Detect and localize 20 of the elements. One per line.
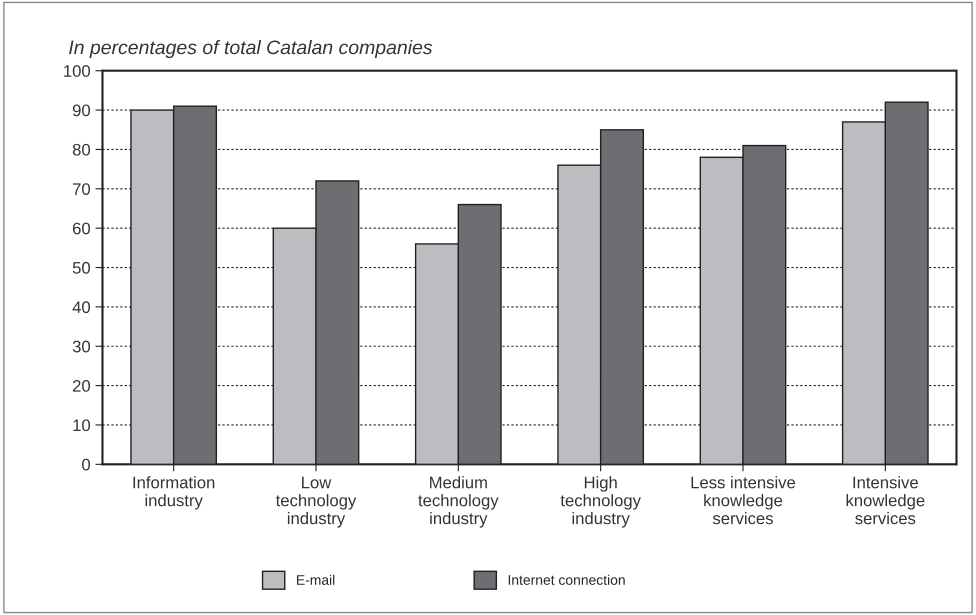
chart-title: In percentages of total Catalan companies	[69, 40, 432, 58]
y-tick-label: 10	[73, 419, 90, 432]
y-tick-label: 50	[72, 262, 90, 274]
x-tick-label: Intensive knowledge services	[846, 476, 924, 524]
y-tick-label: 100	[64, 65, 90, 77]
x-tick-label: Low technology industry	[276, 476, 356, 528]
y-tick-label: 30	[72, 340, 90, 352]
y-tick-label: 20	[72, 380, 90, 392]
x-tick-label: High technology industry	[560, 476, 641, 528]
x-tick-label: Medium technology industry	[418, 476, 499, 528]
x-tick-label: Information industry	[134, 476, 214, 510]
legend-label: E-mail	[297, 574, 334, 585]
y-tick-label: 70	[72, 183, 90, 196]
legend-label: Internet connection	[508, 574, 625, 585]
y-tick-label: 0	[82, 458, 90, 471]
y-tick-label: 40	[72, 301, 90, 314]
y-tick-label: 80	[72, 144, 90, 156]
y-tick-label: 90	[72, 104, 90, 116]
x-tick-label: Less intensive knowledge services	[692, 476, 796, 524]
y-tick-label: 60	[72, 222, 90, 234]
